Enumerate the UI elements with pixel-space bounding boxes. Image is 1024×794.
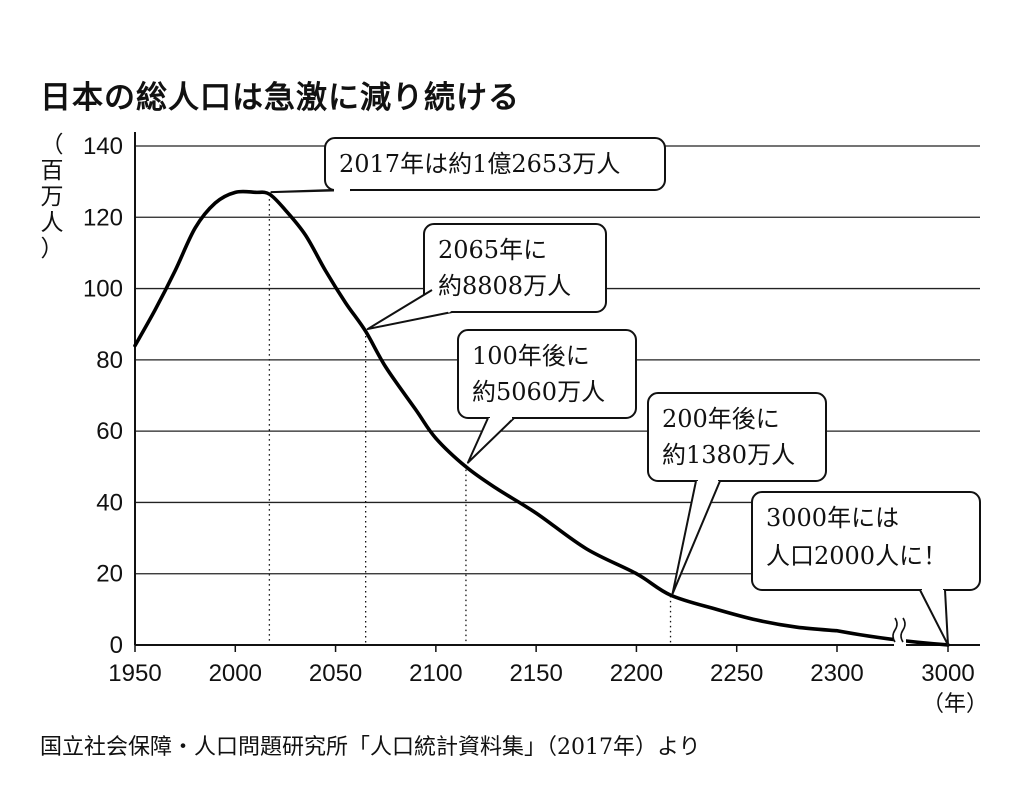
callout-label: 人口2000人に！ [766,542,947,570]
y-tick-label: 120 [83,204,123,231]
callout-label: 2017年は約1億2653万人 [339,150,620,178]
x-tick-label: 2100 [409,660,462,687]
callout-label: 約1380万人 [662,441,795,469]
x-tick-label: 1950 [108,660,161,687]
x-tick-label: 2200 [610,660,663,687]
callout-pointer [270,189,353,194]
callout-box [324,137,666,191]
x-tick-label: 2250 [710,660,763,687]
y-tick-label: 0 [110,632,123,659]
y-tick-label: 140 [83,133,123,160]
y-unit-char: ） [40,236,64,262]
axis-break-mark [900,617,906,643]
y-tick-label: 100 [83,276,123,303]
x-tick-label: 2000 [209,660,262,687]
callout-label: 2065年に [438,236,547,264]
callout-box [751,491,981,591]
y-tick-label: 40 [96,489,123,516]
y-unit-char: 万 [40,184,64,210]
callout-pointer [671,480,721,595]
population-curve-tail [835,628,950,647]
callout-box [457,329,637,419]
callout-label: 3000年には [766,504,899,532]
x-tick-label: 2300 [810,660,863,687]
callout-pointer-join [432,289,452,313]
x-tick-label: 2150 [509,660,562,687]
callout-label: 約8808万人 [438,272,571,300]
population-curve [133,189,839,633]
y-tick-label: 80 [96,347,123,374]
callout-box [423,223,607,313]
y-unit-char: 人 [40,210,64,236]
x-tick-label: 3000 [921,660,974,687]
y-unit-char: （ [40,132,64,158]
y-tick-label: 60 [96,418,123,445]
callout-label: 約5060万人 [472,378,605,406]
x-tick-label: 2050 [309,660,362,687]
callout-label: 100年後に [472,342,590,370]
chart-title: 日本の総人口は急激に減り続ける [40,80,520,116]
callout-pointer [919,589,949,646]
source-note: 国立社会保障・人口問題研究所「人口統計資料集」（2017年）より [40,735,701,760]
y-unit-char: 百 [40,158,64,184]
callout-pointer [466,417,515,464]
axis-break-gap [894,612,906,650]
x-axis-unit-label: （年） [922,692,989,717]
axis-break-mark [892,617,898,643]
callout-box [647,392,827,482]
y-tick-label: 20 [96,561,123,588]
callout-pointer [366,289,453,331]
callout-label: 200年後に [662,405,780,433]
y-axis-unit-label: （ 百 万 人 ） [38,132,66,262]
